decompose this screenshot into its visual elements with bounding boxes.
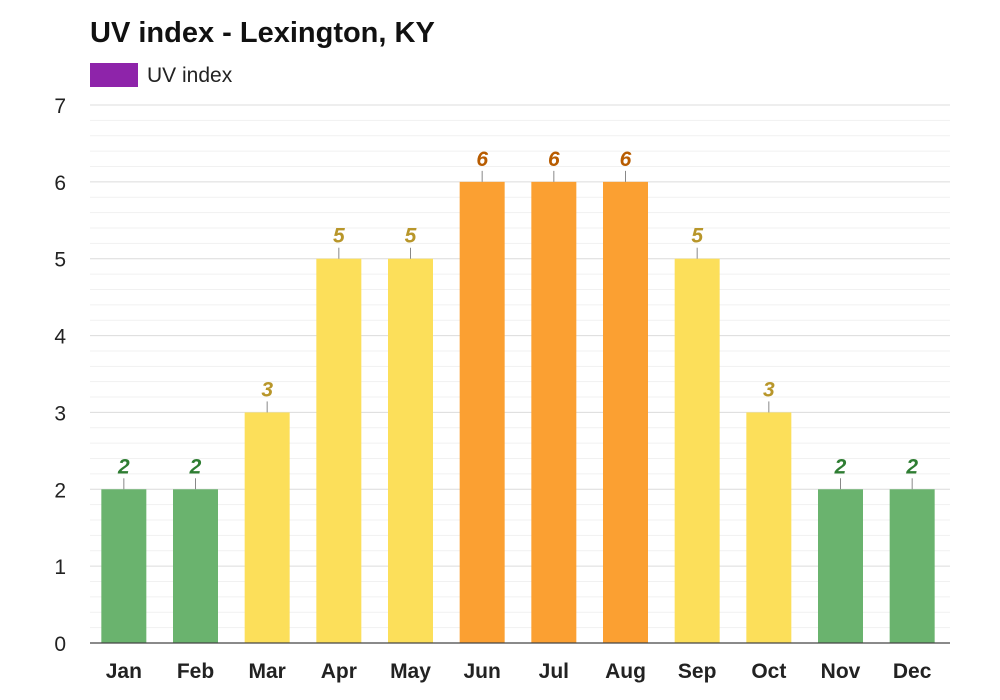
- x-tick-label-jul: Jul: [539, 660, 569, 683]
- x-tick-label-may: May: [390, 660, 431, 683]
- legend-label: UV index: [147, 64, 233, 87]
- bar-dec: [889, 489, 935, 643]
- y-tick-label: 7: [54, 95, 66, 118]
- data-label-feb: 2: [189, 455, 202, 478]
- y-tick-label: 2: [54, 479, 66, 502]
- x-tick-label-feb: Feb: [177, 660, 214, 683]
- y-tick-label: 6: [54, 172, 66, 195]
- bar-feb: [173, 489, 218, 643]
- legend-swatch: [90, 63, 138, 87]
- y-tick-label: 0: [54, 633, 66, 656]
- bar-jul: [531, 181, 577, 643]
- bar-jan: [101, 489, 147, 643]
- x-tick-label-nov: Nov: [821, 660, 861, 683]
- data-label-apr: 5: [333, 225, 345, 248]
- data-label-oct: 3: [763, 378, 775, 401]
- data-label-dec: 2: [905, 455, 918, 478]
- data-label-sep: 5: [691, 225, 703, 248]
- data-label-nov: 2: [834, 455, 847, 478]
- chart-title: UV index - Lexington, KY: [90, 17, 435, 49]
- axis-layer: 0 1 2 3 4 5 6 7 Jan Feb Mar Apr May Jun Jul Aug Sep Oct No…: [54, 95, 950, 683]
- bar-apr: [316, 258, 362, 643]
- y-tick-label: 1: [54, 556, 66, 579]
- data-label-jul: 6: [548, 148, 560, 171]
- x-tick-label-jun: Jun: [463, 660, 500, 683]
- bar-may: [388, 258, 433, 643]
- data-label-may: 5: [405, 225, 417, 248]
- data-label-jan: 2: [117, 455, 130, 478]
- x-tick-label-apr: Apr: [321, 660, 357, 683]
- y-tick-label: 3: [54, 402, 66, 425]
- x-tick-label-mar: Mar: [248, 660, 285, 683]
- bar-oct: [746, 412, 792, 643]
- bar-mar: [244, 412, 290, 643]
- y-tick-label: 4: [54, 326, 66, 349]
- grid-layer: [90, 104, 950, 644]
- x-tick-label-jan: Jan: [106, 660, 142, 683]
- x-tick-label-oct: Oct: [751, 660, 786, 683]
- bar-jun: [459, 181, 505, 643]
- data-labels-layer: 2 2 3 5 5 6 6 6 5 3 2 2: [117, 148, 918, 490]
- y-tick-label: 5: [54, 249, 66, 272]
- data-label-mar: 3: [261, 378, 273, 401]
- bar-nov: [818, 489, 863, 643]
- x-tick-label-aug: Aug: [605, 660, 646, 683]
- x-tick-label-dec: Dec: [893, 660, 932, 683]
- bar-sep: [674, 258, 720, 643]
- bars-layer: [101, 181, 935, 643]
- bar-aug: [603, 181, 648, 643]
- x-tick-label-sep: Sep: [678, 660, 717, 683]
- data-label-aug: 6: [620, 148, 632, 171]
- data-label-jun: 6: [476, 148, 488, 171]
